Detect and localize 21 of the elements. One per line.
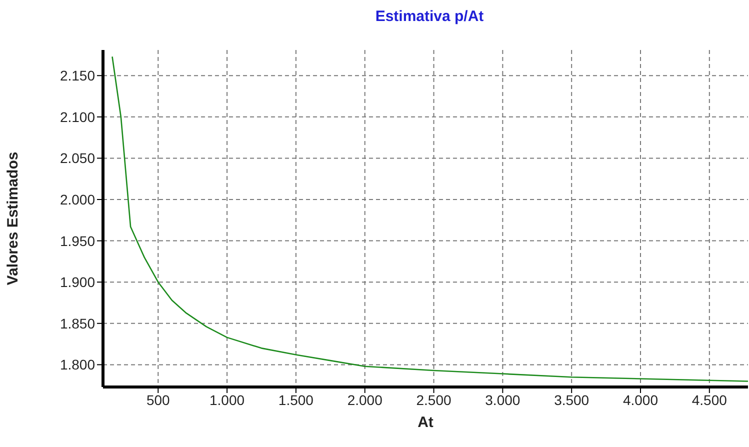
x-tick-label: 4.500	[692, 392, 728, 408]
x-tick-label: 2.500	[416, 392, 452, 408]
y-tick-label: 2.050	[60, 150, 96, 166]
y-tick-label: 1.850	[60, 315, 96, 332]
y-axis-title: Valores Estimados	[4, 152, 22, 286]
y-tick-label: 1.800	[60, 356, 96, 373]
x-tick-label: 1.500	[278, 392, 314, 408]
line-series	[112, 56, 748, 382]
x-axis-title: At	[418, 414, 434, 431]
x-tick-label: 500	[146, 392, 170, 408]
x-tick-label: 4.000	[622, 392, 658, 408]
x-tick-label: 3.500	[554, 392, 590, 408]
y-tick-label: 2.000	[60, 191, 96, 208]
x-tick-label: 2.000	[347, 392, 383, 408]
y-tick-label: 1.950	[60, 232, 96, 249]
x-tick-label: 3.000	[485, 392, 520, 408]
y-tick-label: 2.100	[60, 108, 96, 125]
chart-title: Estimativa p/At	[374, 8, 485, 25]
y-tick-label: 1.900	[60, 274, 96, 290]
x-tick-label: 1.000	[210, 392, 245, 408]
y-tick-label: 2.150	[60, 68, 96, 84]
